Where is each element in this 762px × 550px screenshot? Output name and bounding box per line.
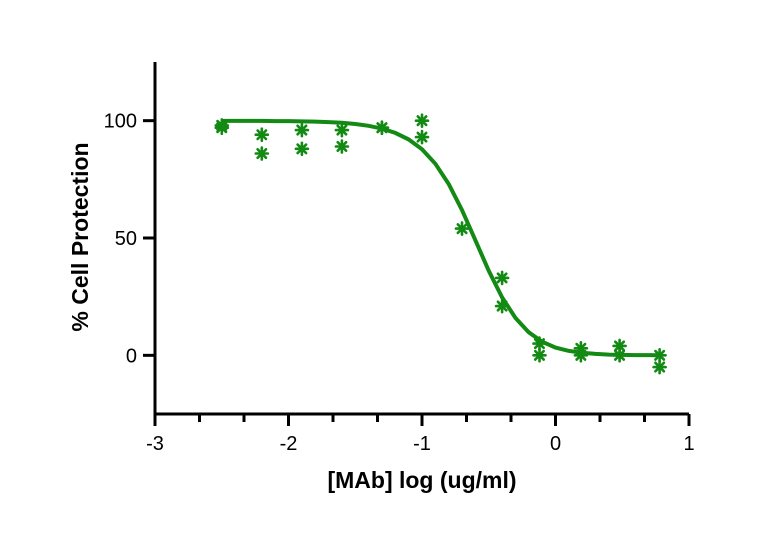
asterisk-stroke — [654, 361, 666, 373]
data-point — [334, 139, 350, 154]
asterisk-stroke — [296, 143, 308, 155]
data-point — [414, 129, 430, 145]
asterisk-stroke — [256, 129, 268, 141]
asterisk-stroke — [256, 148, 268, 160]
tick-labels: -3 -2 -1 0 1 0 50 100 — [104, 111, 695, 455]
data-point — [652, 359, 667, 375]
asterisk-stroke — [456, 223, 468, 235]
y-tick-label: 0 — [126, 345, 137, 367]
data-point — [573, 347, 589, 363]
asterisk-stroke — [533, 338, 546, 350]
asterisk-stroke — [533, 349, 546, 361]
y-axis-title: % Cell Protection — [67, 142, 93, 331]
data-point — [374, 120, 390, 135]
y-tick-label: 100 — [104, 111, 137, 133]
asterisk-stroke — [416, 115, 428, 127]
asterisk-stroke — [496, 300, 508, 312]
data-point — [334, 122, 350, 138]
asterisk-stroke — [654, 349, 666, 361]
asterisk-stroke — [496, 272, 508, 284]
data-point — [294, 141, 310, 157]
x-tick-label: -3 — [146, 433, 164, 455]
data-points — [214, 113, 667, 375]
data-point — [494, 298, 510, 314]
asterisk-stroke — [416, 131, 428, 143]
data-point — [214, 120, 230, 135]
y-tick-label: 50 — [115, 228, 137, 250]
data-point — [254, 146, 270, 161]
asterisk-stroke — [613, 340, 626, 352]
asterisk-stroke — [376, 122, 388, 134]
asterisk-stroke — [216, 122, 228, 134]
fit-curve — [221, 118, 660, 358]
data-point — [494, 270, 510, 286]
data-point — [294, 122, 310, 138]
data-point — [652, 347, 667, 363]
data-point — [414, 113, 430, 128]
data-point — [254, 127, 270, 142]
x-tick-label: -1 — [413, 433, 431, 455]
asterisk-stroke — [296, 124, 308, 136]
x-axis-title: [MAb] log (ug/ml) — [327, 467, 516, 493]
asterisk-stroke — [336, 124, 348, 136]
asterisk-stroke — [336, 140, 348, 152]
asterisk-stroke — [575, 349, 587, 361]
asterisk-stroke — [613, 349, 626, 361]
data-point — [612, 347, 627, 363]
data-point — [454, 221, 470, 236]
x-tick-label: 1 — [683, 433, 694, 455]
data-point — [532, 336, 547, 351]
x-tick-label: -2 — [280, 433, 298, 455]
x-tick-label: 0 — [550, 433, 561, 455]
ticks — [143, 119, 691, 426]
data-point — [532, 347, 547, 363]
